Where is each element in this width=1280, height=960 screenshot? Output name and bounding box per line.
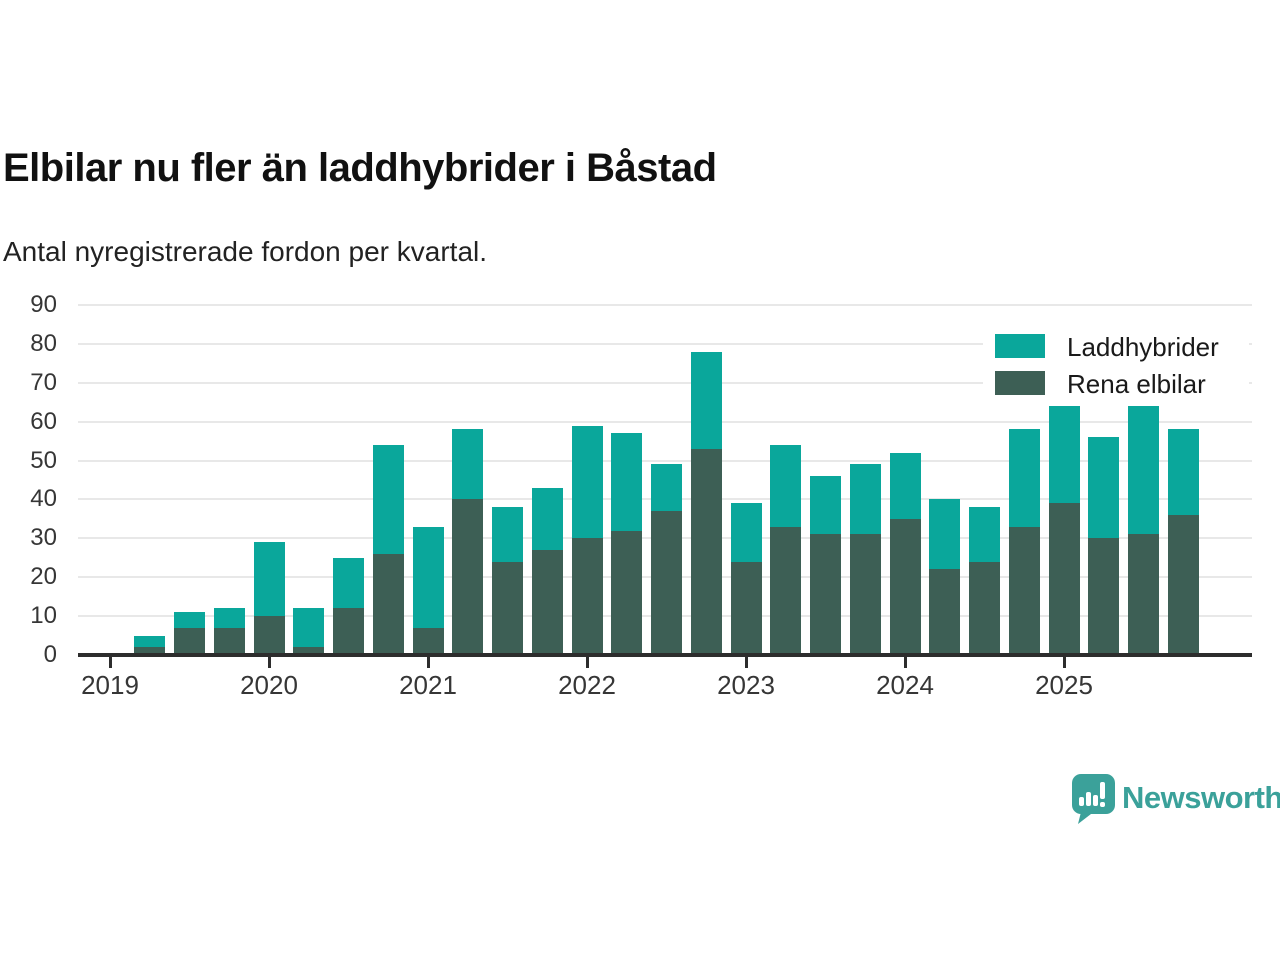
bar-segment-rena-elbilar <box>1008 526 1040 655</box>
y-tick-label: 80 <box>30 329 57 357</box>
x-tick-label: 2022 <box>558 670 616 700</box>
bar-segment-rena-elbilar <box>929 569 961 655</box>
x-axis-tick <box>426 655 430 668</box>
x-tick-label: 2023 <box>717 670 775 700</box>
legend-label-rena-elbilar: Rena elbilar <box>1067 369 1206 399</box>
bar-segment-rena-elbilar <box>651 511 682 655</box>
newsworthy-logo: Newsworthy <box>1070 773 1280 825</box>
bar-segment-rena-elbilar <box>1128 534 1159 655</box>
bar-segment-laddhybrider <box>770 445 802 527</box>
bar-segment-rena-elbilar <box>531 550 563 655</box>
bar-segment-rena-elbilar <box>253 616 285 655</box>
bar-segment-rena-elbilar <box>810 534 841 655</box>
bar-segment-laddhybrider <box>531 487 563 551</box>
bar-segment-laddhybrider <box>1008 429 1040 527</box>
bar-segment-laddhybrider <box>810 476 841 535</box>
bar-segment-laddhybrider <box>1128 406 1159 535</box>
bar-segment-rena-elbilar <box>969 561 1000 655</box>
legend-swatch-rena-elbilar <box>995 371 1045 395</box>
bar-segment-laddhybrider <box>333 557 364 609</box>
bar-segment-laddhybrider <box>571 425 603 539</box>
bar-segment-rena-elbilar <box>174 627 205 655</box>
bar-segment-rena-elbilar <box>1167 515 1199 655</box>
bar-segment-rena-elbilar <box>134 647 166 655</box>
bar-segment-rena-elbilar <box>1048 503 1080 655</box>
bar-segment-laddhybrider <box>730 503 762 562</box>
bar-segment-rena-elbilar <box>412 627 444 655</box>
chart-subtitle: Antal nyregistrerade fordon per kvartal. <box>3 236 488 267</box>
gridline <box>78 304 1252 307</box>
bar-segment-rena-elbilar <box>849 534 881 655</box>
bar-segment-laddhybrider <box>452 429 484 500</box>
logo-wordmark: Newsworthy <box>1122 780 1280 815</box>
x-axis-line <box>78 653 1252 657</box>
gridline <box>78 420 1252 423</box>
bar-segment-rena-elbilar <box>611 530 643 655</box>
bar-segment-laddhybrider <box>372 445 404 554</box>
gridline <box>78 381 1252 384</box>
bar-segment-laddhybrider <box>889 452 921 519</box>
x-tick-label: 2019 <box>81 670 139 700</box>
bar-segment-rena-elbilar <box>213 627 245 655</box>
y-tick-label: 0 <box>43 641 57 668</box>
bar-segment-rena-elbilar <box>293 647 325 655</box>
bar-segment-laddhybrider <box>849 464 881 535</box>
bar-segment-rena-elbilar <box>571 538 603 655</box>
bar-segment-laddhybrider <box>134 635 166 648</box>
chart-title: Elbilar nu fler än laddhybrider i Båstad <box>3 146 717 190</box>
logo-bubble-icon <box>1072 774 1115 824</box>
bar-segment-laddhybrider <box>412 526 444 628</box>
y-tick-label: 70 <box>30 368 57 396</box>
x-axis-tick <box>1062 655 1066 668</box>
bar-segment-rena-elbilar <box>1088 538 1120 655</box>
legend-swatch-laddhybrider <box>995 334 1045 358</box>
x-axis-tick <box>108 655 112 668</box>
y-tick-label: 90 <box>30 291 57 319</box>
bar-segment-rena-elbilar <box>372 553 404 655</box>
legend-label-laddhybrider: Laddhybrider <box>1067 332 1219 362</box>
y-tick-label: 40 <box>30 485 57 513</box>
x-tick-label: 2021 <box>399 670 457 700</box>
bar-segment-rena-elbilar <box>690 448 722 655</box>
bar-segment-laddhybrider <box>253 542 285 617</box>
bar-segment-laddhybrider <box>1088 437 1120 539</box>
y-tick-label: 30 <box>30 524 57 552</box>
y-tick-label: 60 <box>30 407 57 435</box>
bar-segment-laddhybrider <box>1167 429 1199 516</box>
x-axis-tick <box>744 655 748 668</box>
x-axis-tick <box>903 655 907 668</box>
bar-segment-laddhybrider <box>1048 406 1080 504</box>
bar-segment-rena-elbilar <box>452 499 484 655</box>
bar-segment-rena-elbilar <box>770 526 802 655</box>
bar-segment-laddhybrider <box>929 499 961 570</box>
bar-segment-rena-elbilar <box>333 608 364 655</box>
x-tick-label: 2020 <box>240 670 298 700</box>
x-axis-tick <box>267 655 271 668</box>
bar-segment-laddhybrider <box>213 608 245 628</box>
gridline <box>78 342 1252 345</box>
y-tick-label: 20 <box>30 563 57 591</box>
bar-segment-laddhybrider <box>969 507 1000 562</box>
bar-segment-laddhybrider <box>492 507 523 562</box>
bar-segment-rena-elbilar <box>889 518 921 655</box>
bar-segment-laddhybrider <box>611 433 643 531</box>
x-axis-tick <box>585 655 589 668</box>
bar-segment-laddhybrider <box>293 608 325 648</box>
bar-segment-rena-elbilar <box>730 561 762 655</box>
bar-segment-laddhybrider <box>174 612 205 628</box>
legend: Laddhybrider Rena elbilar <box>983 324 1249 402</box>
bar-segment-laddhybrider <box>651 464 682 512</box>
x-tick-label: 2025 <box>1035 670 1093 700</box>
gridline <box>78 459 1252 462</box>
y-tick-label: 10 <box>30 602 57 630</box>
bar-segment-laddhybrider <box>690 351 722 449</box>
x-tick-label: 2024 <box>876 670 934 700</box>
y-tick-label: 50 <box>30 446 57 474</box>
bar-segment-rena-elbilar <box>492 561 523 655</box>
